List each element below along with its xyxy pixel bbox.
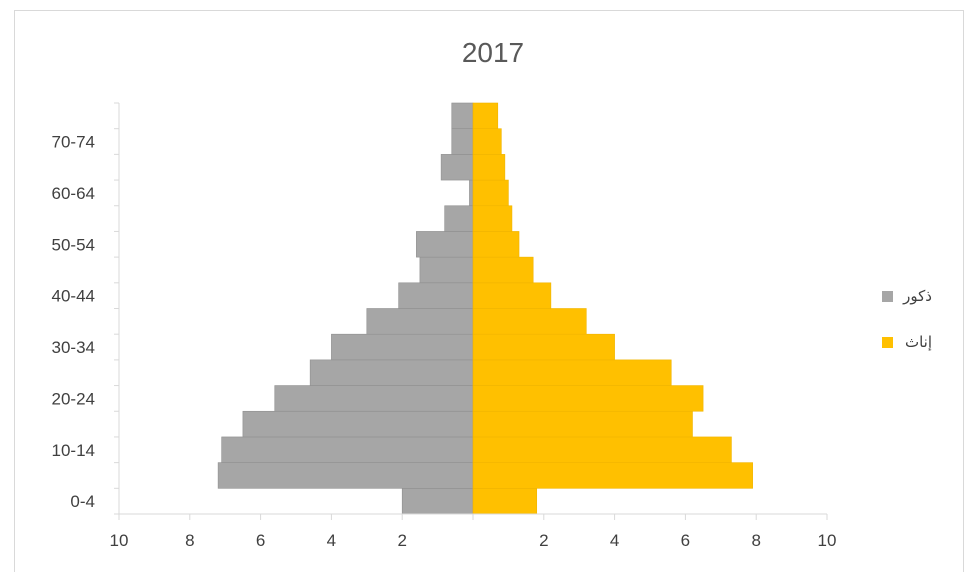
- bar-male-60-64: [469, 179, 474, 207]
- x-tick-label: 4: [610, 531, 619, 550]
- population-pyramid-chart: 2017 0-4 10-14 20-24 30-34 40-44 50-54 60-64 70…: [52, 37, 932, 550]
- bar-female-25-29: [472, 359, 672, 386]
- bar-male-20-24: [274, 385, 474, 412]
- axes-group: 0-4 10-14 20-24 30-34 40-44 50-54 60-64 70-74 10…: [52, 102, 837, 550]
- y-tick-label: 30-34: [52, 338, 95, 357]
- bar-female-20-24: [472, 385, 704, 412]
- y-tick-label: 40-44: [52, 287, 95, 306]
- bars-group: [217, 102, 753, 515]
- x-tick-label: 8: [751, 531, 760, 550]
- bar-female-55-59: [472, 205, 513, 232]
- x-tick-label: 2: [397, 531, 406, 550]
- bar-male-25-29: [309, 359, 474, 386]
- bar-male-15-19: [242, 410, 474, 438]
- y-tick-label: 20-24: [52, 389, 95, 408]
- bar-male-5-9: [217, 462, 474, 489]
- y-tick-label: 0-4: [70, 492, 95, 511]
- bar-male-35-39: [366, 308, 474, 335]
- legend-swatch: [882, 291, 893, 302]
- bar-female-0-4: [472, 488, 538, 515]
- bar-female-30-34: [472, 333, 615, 361]
- bar-female-60-64: [472, 179, 509, 207]
- x-tick-label: 6: [681, 531, 690, 550]
- x-tick-label: 4: [327, 531, 336, 550]
- bar-female-45-49: [472, 256, 534, 284]
- bar-male-50-54: [416, 231, 474, 258]
- bar-female-40-44: [472, 282, 552, 309]
- legend-swatch: [882, 337, 893, 348]
- y-tick-label: 10-14: [52, 441, 95, 460]
- bar-female-65-69: [472, 154, 506, 181]
- x-tick-label: 6: [256, 531, 265, 550]
- bar-male-65-69: [440, 154, 474, 181]
- bar-male-0-4: [401, 488, 474, 515]
- bar-male-10-14: [221, 436, 474, 463]
- bar-female-70-74: [472, 128, 502, 155]
- bar-male-45-49: [419, 256, 474, 284]
- x-tick-label: 10: [818, 531, 837, 550]
- y-tick-label: 70-74: [52, 133, 95, 152]
- y-tick-label: 50-54: [52, 235, 95, 254]
- x-tick-label: 8: [185, 531, 194, 550]
- legend-label: ذكور: [902, 287, 932, 305]
- bar-female-10-14: [472, 436, 732, 463]
- x-tick-label: 10: [110, 531, 129, 550]
- bar-male-75+: [451, 102, 474, 129]
- legend-item-female: إناث: [882, 333, 932, 351]
- chart-title: 2017: [462, 37, 524, 68]
- bar-female-75+: [472, 102, 499, 129]
- x-tick-label: 2: [539, 531, 548, 550]
- legend-item-male: ذكور: [882, 287, 932, 305]
- chart-area: 2017 0-4 10-14 20-24 30-34 40-44 50-54 60-64 70…: [14, 10, 964, 572]
- bar-female-15-19: [472, 410, 693, 438]
- bar-male-55-59: [444, 205, 474, 232]
- y-tick-label: 60-64: [52, 184, 95, 203]
- legend-label: إناث: [905, 333, 932, 351]
- bar-male-40-44: [398, 282, 474, 309]
- legend: ذكور إناث: [882, 287, 932, 351]
- bar-female-5-9: [472, 462, 753, 489]
- bar-female-50-54: [472, 231, 520, 258]
- bar-female-35-39: [472, 308, 587, 335]
- bar-male-30-34: [331, 333, 474, 361]
- bar-male-70-74: [451, 128, 474, 155]
